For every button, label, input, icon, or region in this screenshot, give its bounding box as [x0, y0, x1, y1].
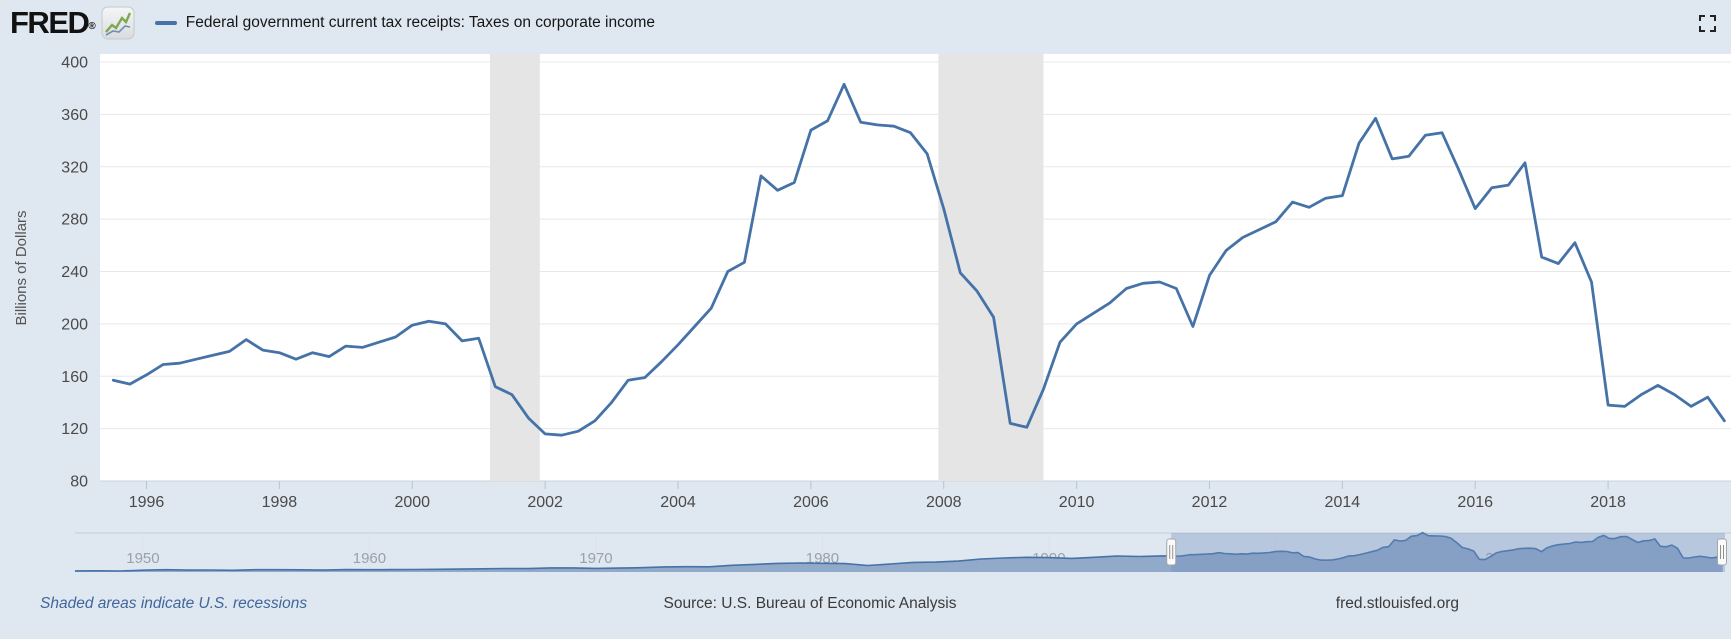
data-line	[111, 82, 1726, 437]
legend: Federal government current tax receipts:…	[154, 14, 656, 32]
mini-area-fill	[75, 532, 1723, 572]
site-link[interactable]: fred.stlouisfed.org	[1335, 595, 1459, 612]
x-tick-label: 2006	[793, 494, 829, 511]
legend-line-marker	[154, 21, 177, 25]
y-tick-label: 80	[70, 474, 88, 491]
mini-area-line	[74, 531, 1723, 572]
x-tick-label: 1996	[129, 494, 165, 511]
x-tick-label: 2018	[1590, 494, 1626, 511]
header: FRED ® Federal government current tax rec…	[0, 0, 1731, 46]
recession-band	[489, 54, 540, 481]
fullscreen-icon[interactable]	[1699, 15, 1716, 32]
y-tick-label: 120	[61, 421, 88, 438]
x-tick-label: 2000	[394, 494, 430, 511]
x-tick-label: 2002	[527, 494, 563, 511]
y-tick-label: 240	[61, 264, 88, 281]
recession-band	[938, 54, 1044, 481]
x-tick-label: 1998	[262, 494, 298, 511]
range-selection-window[interactable]	[1171, 533, 1725, 572]
x-tick-label: 2010	[1059, 494, 1095, 511]
main-chart-canvas[interactable]: 80 120 160 200 240 280 320 360 400 1996 1998 2000 20…	[0, 46, 1731, 519]
y-tick-label: 360	[61, 107, 88, 124]
range-handle-right[interactable]	[1717, 538, 1727, 566]
fred-logo-text: FRED	[10, 5, 90, 40]
x-tick-label: 2014	[1325, 494, 1361, 511]
fred-logo[interactable]: FRED ®	[10, 5, 96, 41]
x-tick-label: 2016	[1457, 494, 1493, 511]
source-link[interactable]: Source: U.S. Bureau of Economic Analysis	[663, 595, 957, 612]
mini-decade-label: 1950	[126, 550, 159, 567]
range-handle-left-grip-body[interactable]	[1166, 538, 1177, 566]
range-handle-left[interactable]	[1166, 538, 1177, 566]
fred-chart-icon	[101, 6, 135, 40]
range-selector-canvas[interactable]: 1950196019701980199020002010	[0, 519, 1731, 581]
legend-label: Federal government current tax receipts:…	[185, 14, 656, 31]
y-tick-label: 200	[61, 316, 88, 333]
recession-note: Shaded areas indicate U.S. recessions	[40, 595, 308, 612]
registered-mark: ®	[88, 21, 96, 32]
y-tick-label: 280	[61, 212, 88, 229]
y-tick-label: 400	[61, 55, 88, 72]
x-tick-label: 2012	[1192, 494, 1228, 511]
x-tick-label: 2004	[660, 494, 696, 511]
footer: Shaded areas indicate U.S. recessions So…	[0, 581, 1731, 639]
mini-decade-label: 1960	[353, 550, 386, 567]
plot-area[interactable]	[100, 54, 1731, 481]
y-tick-label: 160	[61, 369, 88, 386]
y-axis-title: Billions of Dollars	[13, 210, 30, 325]
x-tick-label: 2008	[926, 494, 962, 511]
mini-decade-label: 1970	[579, 550, 612, 567]
y-tick-label: 320	[61, 159, 88, 176]
range-handle-right-grip-body[interactable]	[1717, 538, 1727, 566]
